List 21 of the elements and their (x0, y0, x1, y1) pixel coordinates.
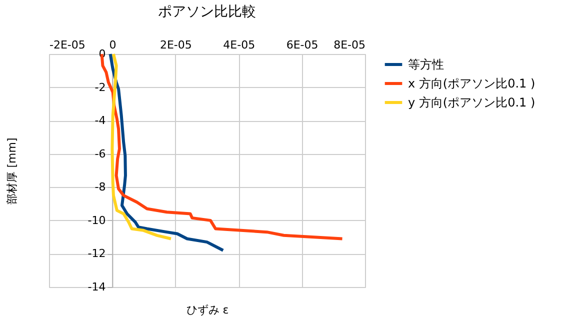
y-axis-title: 部材厚 [mm] (6, 138, 18, 204)
y-tick-label: -12 (88, 247, 106, 260)
y-tick-label: -4 (94, 114, 106, 128)
y-tick-label: -8 (94, 180, 106, 194)
chart-title: ポアソン比比較 (158, 4, 256, 20)
x-tick-label: -2E-05 (50, 38, 86, 52)
legend-label: y 方向(ポアソン比0.1 ) (408, 96, 536, 110)
x-tick-label: 8E-05 (334, 38, 366, 52)
x-tick-label: 0 (109, 38, 116, 52)
line-series (108, 52, 225, 252)
x-tick-label: 6E-05 (286, 38, 318, 52)
y-tick-label: -2 (94, 80, 106, 94)
x-tick-label: 4E-05 (223, 38, 256, 52)
y-tick-label: -14 (88, 280, 106, 294)
line-series (110, 52, 172, 240)
legend-label: x 方向(ポアソン比0.1 ) (408, 76, 536, 90)
x-axis-title: ひずみ ε (186, 304, 229, 316)
y-tick-label: -10 (88, 214, 106, 227)
legend-label: 等方性 (408, 58, 444, 72)
x-tick-label: 2E-05 (160, 38, 192, 52)
y-tick-label: -6 (94, 147, 106, 160)
